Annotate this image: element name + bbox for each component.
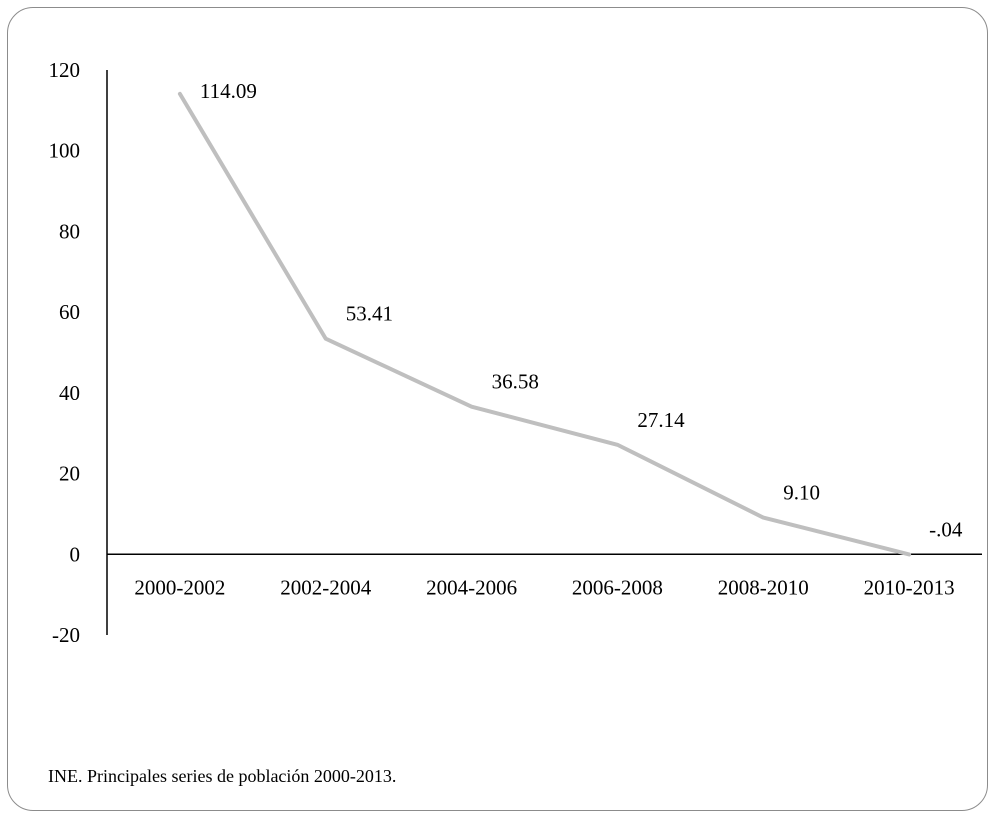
source-note: INE. Principales series de población 200… [48,766,397,786]
y-tick-label: 0 [70,542,81,566]
data-labels: 114.09 53.41 36.58 27.14 9.10 -.04 [200,79,963,541]
y-tick-label: 20 [59,462,80,486]
x-category-label: 2002-2004 [280,575,371,599]
data-label: 36.58 [492,370,539,394]
x-category-label: 2000-2002 [134,575,225,599]
y-tick-label: 120 [49,58,81,82]
y-axis-ticks: 120 100 80 60 40 20 0 -20 [49,58,81,647]
y-tick-label: 80 [59,219,80,243]
data-label: 53.41 [346,302,393,326]
data-label: 9.10 [783,481,820,505]
y-tick-label: 40 [59,381,80,405]
y-tick-label: -20 [52,623,80,647]
y-tick-label: 60 [59,300,80,324]
x-category-label: 2008-2010 [718,575,809,599]
data-label: 27.14 [637,408,685,432]
x-axis-categories: 2000-2002 2002-2004 2004-2006 2006-2008 2008… [134,575,954,599]
data-label: 114.09 [200,79,257,103]
x-category-label: 2004-2006 [426,575,517,599]
x-category-label: 2006-2008 [572,575,663,599]
series-line [177,91,912,557]
x-category-label: 2010-2013 [864,575,955,599]
chart-frame [7,7,988,811]
series-group [177,91,912,557]
y-tick-label: 100 [49,139,81,163]
axes [106,70,982,635]
data-label: -.04 [929,517,963,541]
